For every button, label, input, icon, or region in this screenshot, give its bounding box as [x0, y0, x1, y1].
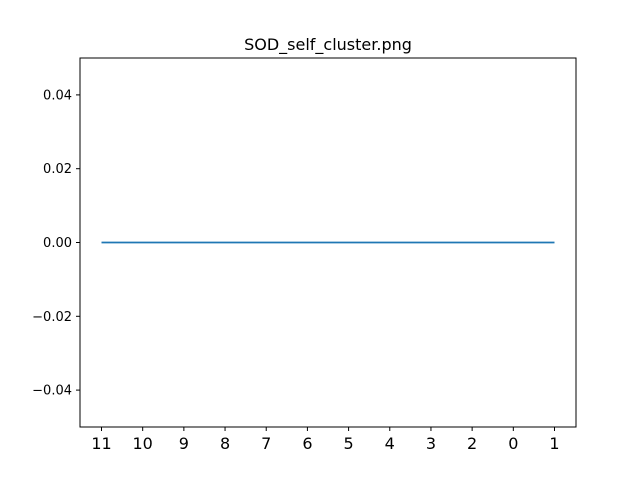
x-tick-label: 11 — [91, 434, 111, 453]
chart-title: SOD_self_cluster.png — [244, 35, 412, 55]
x-tick-label: 9 — [179, 434, 189, 453]
x-tick-label: 10 — [133, 434, 153, 453]
x-tick-label: 0 — [508, 434, 518, 453]
y-tick-label: 0.04 — [43, 88, 72, 103]
x-tick-label: 8 — [220, 434, 230, 453]
x-tick-label: 2 — [467, 434, 477, 453]
y-tick-label: −0.04 — [32, 384, 72, 399]
y-tick-label: 0.02 — [43, 162, 72, 177]
y-tick-label: −0.02 — [32, 310, 72, 325]
plot-area: −0.04 −0.02 0.00 0.02 0.04 11 10 9 8 7 6 5 4 3 2 0 1 — [32, 57, 577, 453]
y-tick-label: 0.00 — [43, 236, 72, 251]
x-tick-label: 4 — [385, 434, 395, 453]
x-tick-label: 7 — [261, 434, 271, 453]
x-tick-label: 6 — [302, 434, 312, 453]
x-tick-label: 5 — [343, 434, 353, 453]
x-tick-label: 1 — [549, 434, 559, 453]
x-tick-label: 3 — [426, 434, 436, 453]
